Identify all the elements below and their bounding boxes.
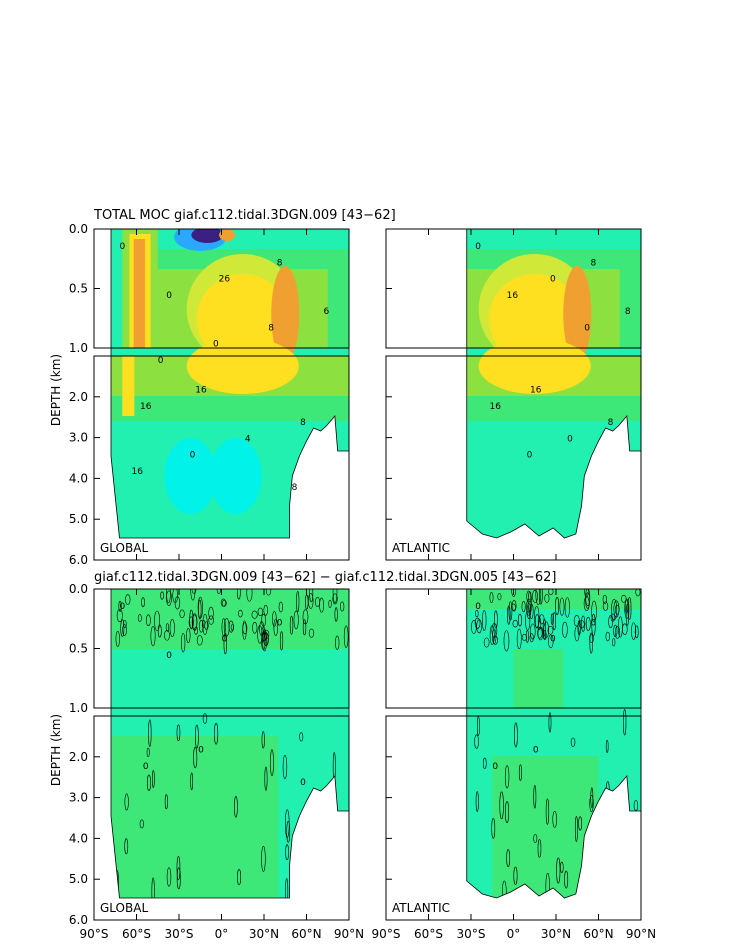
basin-label: ATLANTIC: [392, 901, 450, 915]
basin-label: GLOBAL: [100, 901, 148, 915]
y-tick-label: 1.0: [69, 701, 88, 715]
x-tick-label: 0°: [215, 927, 229, 941]
x-tick-label: 90°N: [334, 927, 364, 941]
contour-label: 0: [550, 635, 556, 645]
x-tick-label: 30°N: [249, 927, 279, 941]
contour-label: 0: [166, 291, 172, 301]
contour-label: 8: [292, 483, 298, 493]
contour-label: 0: [550, 275, 556, 285]
panel-total-atlantic: 0 16 8 16 0 8 16 0 8 0 0 ATLANTIC: [386, 229, 641, 560]
contour-label: 8: [608, 418, 614, 428]
x-tick-label: 0°: [507, 927, 521, 941]
contour-label: 0: [492, 762, 498, 772]
contour-label: 0: [190, 451, 196, 461]
contour-label: 0: [143, 762, 149, 772]
panel-diff-global: 0 0 0 0 0 0 0 GLOBAL: [94, 579, 349, 920]
x-tick-label: 90°S: [80, 927, 109, 941]
diff-atlantic-fill: [386, 582, 641, 920]
basin-label: GLOBAL: [100, 541, 148, 555]
panel-total-global: 0168162680460816080GLOBAL: [94, 223, 349, 560]
x-tick-label: 60°S: [414, 927, 443, 941]
contour-label: 0: [475, 602, 481, 612]
x-tick-label: 30°S: [457, 927, 486, 941]
ylabel-top: DEPTH (km): [49, 354, 63, 426]
contour-label: 6: [323, 307, 329, 317]
contour-label: 0: [300, 778, 306, 788]
ylabel-bottom: DEPTH (km): [49, 714, 63, 786]
bottom-title: giaf.c112.tidal.3DGN.009 [43−62] − giaf.…: [94, 570, 556, 585]
contour-label: 16: [195, 386, 207, 396]
y-tick-label: 6.0: [69, 553, 88, 567]
contour-label: 0: [527, 451, 533, 461]
contour-label: 0: [584, 323, 590, 333]
y-tick-label: 4.0: [69, 471, 88, 485]
diff-global-fill: [94, 579, 349, 920]
contour-label: 0: [567, 434, 573, 444]
contour-label: 0: [221, 635, 227, 645]
basin-label: ATLANTIC: [392, 541, 450, 555]
y-tick-label: 0.5: [69, 282, 88, 296]
x-tick-label: 30°S: [165, 927, 194, 941]
contour-label: 16: [530, 386, 542, 396]
contour-label: 16: [507, 291, 519, 301]
contour-label: 0: [475, 242, 481, 252]
y-tick-label: 3.0: [69, 791, 88, 805]
top-title: TOTAL MOC giaf.c112.tidal.3DGN.009 [43−6…: [93, 208, 396, 223]
y-tick-label: 5.0: [69, 872, 88, 886]
contour-label: 0: [198, 746, 204, 756]
y-tick-label: 2.0: [69, 390, 88, 404]
panel-diff-atlantic: 0 0 0 0 0 ATLANTIC: [386, 582, 641, 920]
x-tick-label: 60°N: [583, 927, 613, 941]
total-atlantic-fill: [386, 229, 641, 560]
contour-label: 16: [131, 467, 143, 477]
contour-label: 0: [533, 746, 539, 756]
y-tick-label: 0.0: [69, 222, 88, 236]
contour-label: 8: [625, 307, 631, 317]
contour-label: 0: [166, 651, 172, 661]
contour-label: 8: [300, 418, 306, 428]
contour-label: 8: [268, 323, 274, 333]
contour-label: 8: [591, 258, 597, 268]
x-tick-label: 60°S: [122, 927, 151, 941]
contour-label: 16: [489, 402, 501, 412]
x-tick-label: 90°N: [626, 927, 656, 941]
contour-label: 0: [119, 242, 125, 252]
contour-label: 0: [119, 602, 125, 612]
y-tick-label: 0.5: [69, 642, 88, 656]
contour-label: 8: [277, 258, 283, 268]
y-tick-label: 3.0: [69, 431, 88, 445]
y-tick-label: 5.0: [69, 512, 88, 526]
y-tick-label: 4.0: [69, 831, 88, 845]
y-tick-label: 2.0: [69, 750, 88, 764]
y-tick-label: 0.0: [69, 582, 88, 596]
x-tick-label: 60°N: [291, 927, 321, 941]
contour-label: 16: [140, 402, 152, 412]
y-tick-label: 1.0: [69, 341, 88, 355]
contour-label: 0: [277, 618, 283, 628]
contour-label: 0: [591, 618, 597, 628]
x-tick-label: 90°S: [372, 927, 401, 941]
contour-label: 4: [245, 434, 251, 444]
contour-label: 0: [158, 356, 164, 366]
y-tick-label: 6.0: [69, 913, 88, 927]
x-tick-label: 30°N: [541, 927, 571, 941]
contour-label: 26: [219, 275, 231, 285]
